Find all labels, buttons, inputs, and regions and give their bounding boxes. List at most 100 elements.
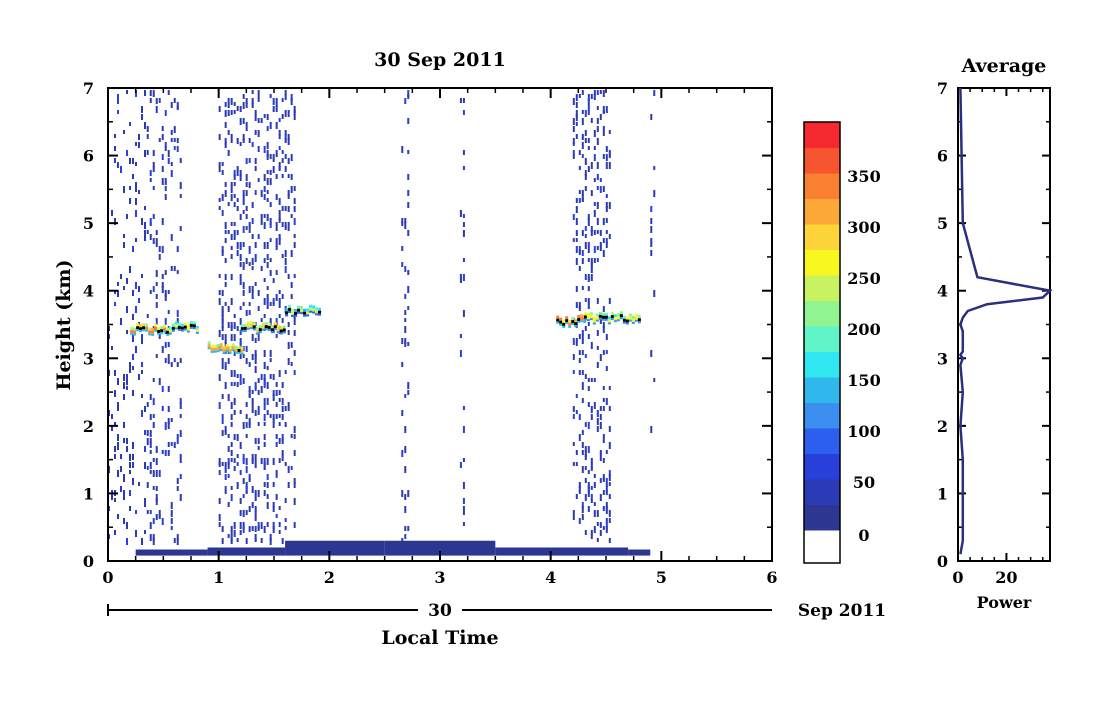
echo-mark — [404, 294, 407, 299]
echo-mark — [407, 118, 410, 124]
echo-mark — [260, 118, 263, 123]
echo-mark — [254, 254, 257, 258]
echo-mark — [293, 330, 296, 336]
echo-mark — [251, 390, 254, 394]
echo-mark — [602, 126, 605, 130]
echo-mark — [608, 518, 611, 523]
echo-mark — [161, 134, 164, 140]
echo-mark — [179, 494, 182, 501]
echo-mark — [167, 450, 170, 456]
echo-mark — [599, 230, 602, 236]
echo-mark — [575, 94, 578, 101]
echo-mark — [404, 266, 407, 272]
echo-mark — [596, 118, 599, 124]
echo-mark — [129, 362, 131, 369]
echo-mark — [269, 170, 272, 175]
cloud-echo — [207, 341, 211, 345]
cloud-echo — [249, 324, 253, 328]
cloud-echo — [216, 350, 220, 353]
cloud-echo — [598, 311, 602, 315]
echo-mark — [164, 110, 167, 116]
echo-mark — [653, 378, 656, 382]
echo-mark — [176, 246, 179, 252]
echo-mark — [293, 318, 296, 325]
echo-mark — [123, 518, 125, 524]
echo-mark — [221, 210, 224, 216]
echo-mark — [293, 482, 296, 488]
echo-mark — [236, 462, 239, 466]
echo-mark — [245, 422, 248, 428]
echo-mark — [135, 198, 137, 205]
cloud-echo — [163, 327, 167, 331]
echo-mark — [254, 366, 257, 373]
echo-mark — [272, 98, 275, 105]
echo-mark — [120, 466, 122, 472]
echo-mark — [224, 110, 227, 117]
echo-mark — [248, 310, 251, 315]
echo-mark — [161, 450, 164, 454]
echo-mark — [114, 158, 116, 163]
cloud-echo — [303, 308, 307, 312]
cloud-echo — [625, 319, 629, 323]
echo-mark — [462, 258, 465, 262]
echo-mark — [587, 334, 590, 339]
echo-mark — [575, 246, 578, 253]
cloud-echo — [183, 322, 187, 326]
cloud-echo — [556, 318, 560, 322]
echo-mark — [117, 402, 119, 409]
echo-mark — [239, 254, 242, 261]
echo-mark — [281, 414, 284, 420]
echo-mark — [155, 446, 158, 453]
echo-mark — [167, 358, 170, 364]
echo-mark — [257, 522, 260, 529]
echo-mark — [596, 298, 599, 304]
echo-mark — [218, 402, 221, 409]
echo-mark — [117, 282, 119, 286]
echo-mark — [293, 522, 296, 528]
echo-mark — [287, 322, 290, 327]
echo-mark — [251, 266, 254, 270]
echo-mark — [284, 166, 287, 172]
echo-mark — [149, 414, 152, 420]
echo-mark — [462, 166, 465, 170]
echo-mark — [602, 110, 605, 114]
echo-mark — [239, 342, 242, 349]
echo-mark — [218, 470, 221, 475]
echo-mark — [572, 98, 575, 105]
x-tick-label: 1 — [213, 568, 224, 587]
echo-mark — [167, 386, 170, 392]
echo-mark — [242, 118, 245, 124]
echo-mark — [407, 342, 410, 346]
echo-mark — [275, 402, 278, 407]
echo-mark — [257, 390, 260, 395]
echo-mark — [126, 446, 128, 452]
cloud-echo — [139, 324, 143, 328]
cloud-echo — [240, 346, 244, 350]
echo-mark — [152, 538, 155, 545]
echo-mark — [587, 106, 590, 111]
echo-mark — [602, 154, 605, 159]
echo-mark — [257, 446, 260, 450]
echo-mark — [575, 410, 578, 414]
cloud-echo — [243, 323, 247, 327]
echo-mark — [173, 538, 176, 543]
echo-mark — [251, 294, 254, 299]
echo-mark — [584, 478, 587, 483]
echo-mark — [233, 202, 236, 207]
cloud-echo — [183, 325, 187, 329]
echo-mark — [224, 102, 227, 107]
echo-mark — [224, 362, 227, 367]
echo-mark — [599, 454, 602, 461]
echo-mark — [275, 382, 278, 387]
echo-mark — [407, 526, 410, 531]
echo-mark — [260, 522, 263, 529]
echo-mark — [251, 90, 254, 94]
cloud-echo — [151, 330, 155, 334]
echo-mark — [266, 198, 269, 202]
echo-mark — [602, 350, 605, 355]
cloud-echo — [300, 309, 304, 313]
echo-mark — [254, 514, 257, 521]
echo-mark — [120, 274, 122, 279]
echo-mark — [248, 362, 251, 367]
